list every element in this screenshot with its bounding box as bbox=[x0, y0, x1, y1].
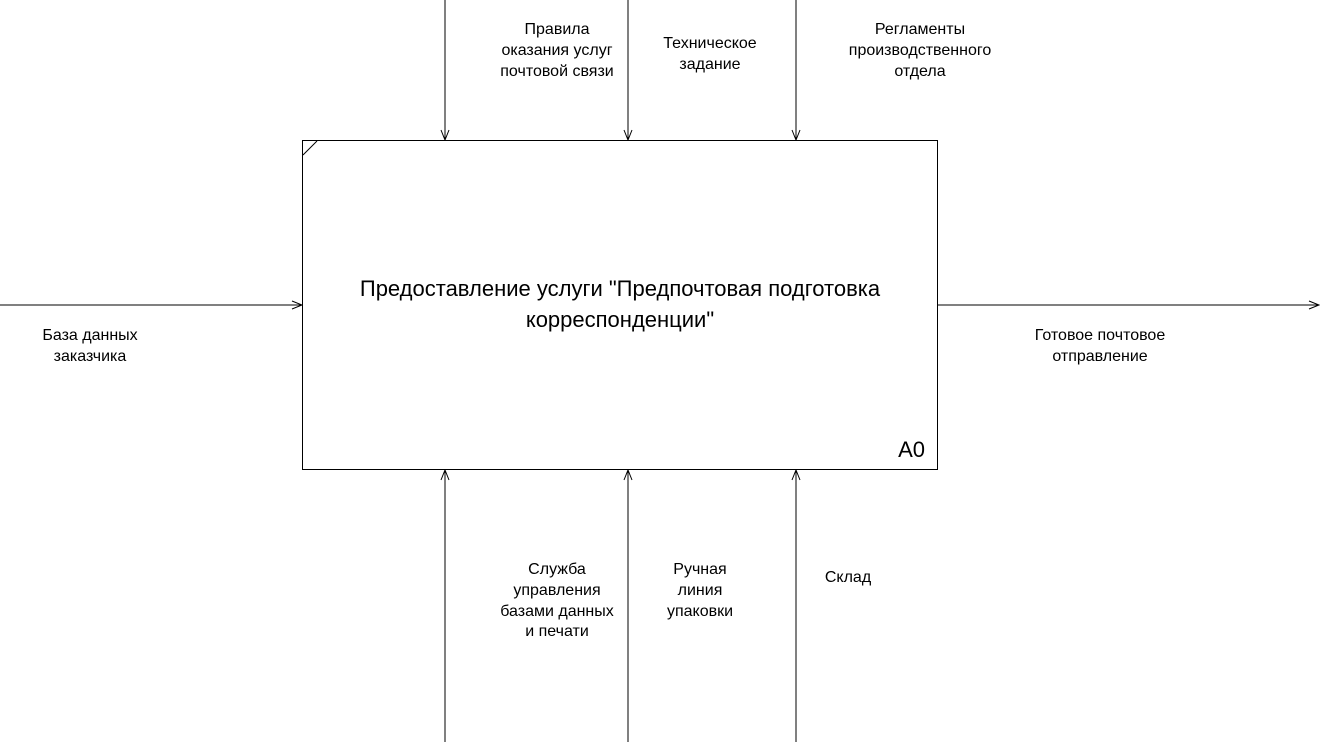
control1-label: Правила оказания услуг почтовой связи bbox=[472, 20, 642, 82]
idef0-diagram: Предоставление услуги "Предпочтовая подг… bbox=[0, 0, 1320, 742]
process-title: Предоставление услуги "Предпочтовая подг… bbox=[323, 274, 917, 336]
mechanism2-label: Ручная линия упаковки bbox=[640, 560, 760, 622]
control3-label: Регламенты производственного отдела bbox=[820, 20, 1020, 82]
input-label: База данных заказчика bbox=[10, 326, 170, 368]
output-label: Готовое почтовое отправление bbox=[1000, 326, 1200, 368]
mechanism3-label: Склад bbox=[798, 568, 898, 589]
mechanism1-label: Служба управления базами данных и печати bbox=[472, 560, 642, 643]
process-code: A0 bbox=[898, 437, 925, 463]
process-box: Предоставление услуги "Предпочтовая подг… bbox=[302, 140, 938, 470]
control2-label: Техническое задание bbox=[640, 34, 780, 76]
corner-mark-icon bbox=[303, 141, 321, 159]
